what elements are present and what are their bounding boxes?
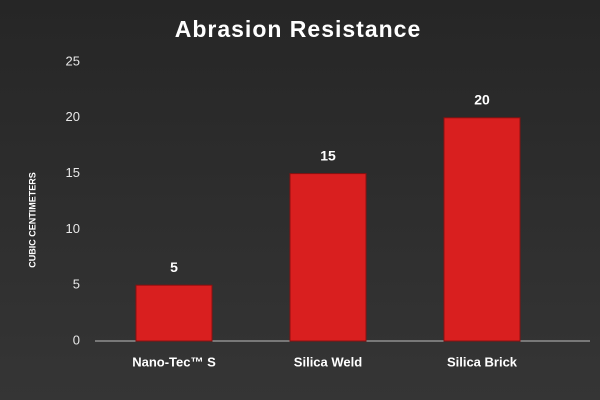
y-axis-label: CUBIC CENTIMETERS (27, 172, 37, 268)
bar (443, 117, 521, 342)
value-label: 5 (170, 259, 178, 275)
value-label: 20 (474, 92, 490, 108)
y-tick-label: 25 (66, 53, 80, 68)
y-tick-label: 20 (66, 109, 80, 124)
y-tick-label: 0 (73, 332, 80, 347)
y-tick-label: 10 (66, 221, 80, 236)
x-tick-label: Silica Brick (447, 354, 518, 369)
x-tick-label: Silica Weld (294, 354, 362, 369)
bar (289, 173, 367, 342)
value-label: 15 (320, 147, 336, 163)
x-tick-label: Nano-Tec™ S (132, 354, 216, 369)
chart-title: Abrasion Resistance (175, 16, 422, 42)
y-tick-label: 15 (66, 165, 80, 180)
bar (135, 284, 213, 342)
y-tick-label: 5 (73, 277, 80, 292)
